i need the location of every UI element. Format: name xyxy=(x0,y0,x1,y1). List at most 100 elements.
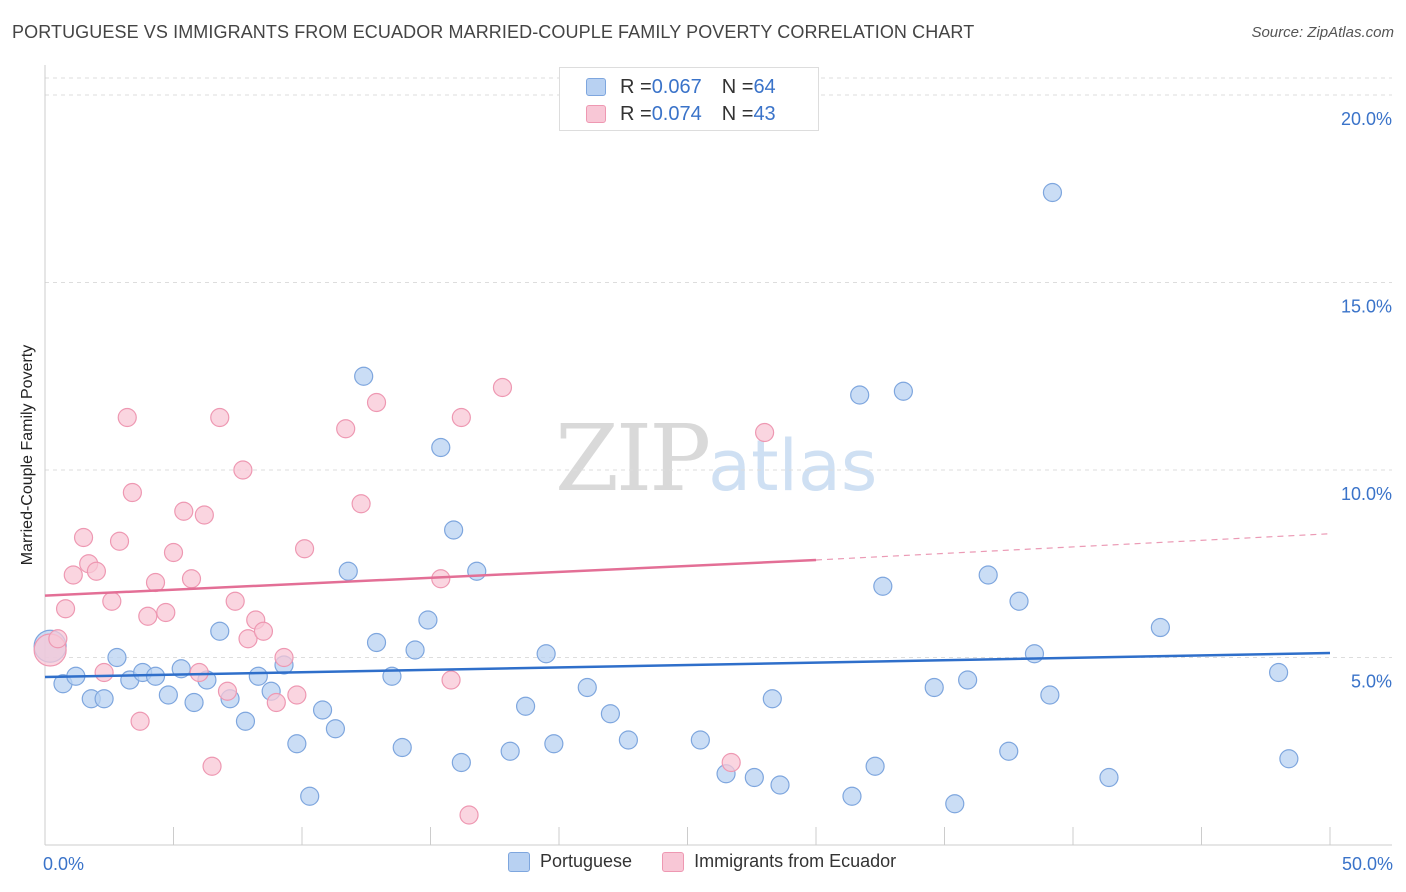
ecuador-point xyxy=(86,561,107,581)
series-legend: Portuguese Immigrants from Ecuador xyxy=(508,851,926,872)
portuguese-point xyxy=(762,689,782,709)
ecuador-point xyxy=(73,527,94,548)
portuguese-point xyxy=(842,786,862,806)
y-tick-label: 5.0% xyxy=(1351,672,1392,692)
portuguese-point xyxy=(1042,182,1063,203)
portuguese-point xyxy=(500,741,520,761)
ecuador-point xyxy=(238,629,258,649)
watermark-atlas: atlas xyxy=(708,425,878,507)
legend-item-portuguese: Portuguese xyxy=(508,851,632,872)
ecuador-point xyxy=(451,407,471,428)
legend-n-label: N = xyxy=(721,75,754,98)
portuguese-point xyxy=(600,704,621,724)
portuguese-point xyxy=(1009,591,1029,611)
watermark-zip: ZIP xyxy=(555,405,711,512)
legend-label-ecuador: Immigrants from Ecuador xyxy=(694,851,897,871)
ecuador-point xyxy=(102,591,122,611)
portuguese-point xyxy=(338,561,358,581)
ecuador-point xyxy=(225,591,245,611)
ecuador-point xyxy=(109,531,130,551)
stats-legend: R = 0.067 N = 64 R = 0.074 N = 43 xyxy=(559,67,819,131)
legend-n-label: N = xyxy=(721,102,754,125)
ecuador-point xyxy=(122,482,142,503)
portuguese-point xyxy=(312,700,333,720)
ecuador-point xyxy=(55,599,76,619)
ecuador-point xyxy=(459,805,479,825)
portuguese-point xyxy=(94,689,114,709)
y-tick-label: 15.0% xyxy=(1341,297,1392,317)
legend-swatch-pink xyxy=(662,851,685,872)
portuguese-point xyxy=(1268,662,1289,683)
portuguese-point xyxy=(354,366,374,386)
portuguese-point xyxy=(248,666,268,686)
portuguese-point xyxy=(515,696,536,716)
legend-label-portuguese: Portuguese xyxy=(540,851,633,871)
legend-r-label: R = xyxy=(620,102,652,125)
ecuador-point xyxy=(253,621,274,641)
ecuador-point xyxy=(217,681,238,701)
ecuador-point xyxy=(202,756,222,776)
portuguese-point xyxy=(577,677,597,698)
legend-swatch-pink xyxy=(586,105,606,123)
portuguese-point xyxy=(690,730,710,750)
source-label: Source: ZipAtlas.com xyxy=(1251,24,1394,41)
portuguese-point xyxy=(431,437,451,458)
legend-row-portuguese: R = 0.067 N = 64 xyxy=(586,75,776,99)
legend-item-ecuador: Immigrants from Ecuador xyxy=(662,851,896,872)
portuguese-trend-line xyxy=(44,651,1331,679)
ecuador-point xyxy=(721,752,741,773)
portuguese-point xyxy=(107,647,127,668)
ecuador-point xyxy=(181,569,202,589)
portuguese-point xyxy=(451,752,471,773)
ecuador-point xyxy=(441,670,461,690)
portuguese-point xyxy=(158,685,178,705)
ecuador-point xyxy=(117,407,137,428)
ecuador-point xyxy=(287,685,307,705)
ecuador-point xyxy=(274,647,294,668)
portuguese-point xyxy=(850,385,870,405)
ecuador-point xyxy=(145,572,166,593)
ecuador-point xyxy=(94,662,114,683)
legend-n-value: 64 xyxy=(753,75,776,98)
legend-n-value: 43 xyxy=(753,102,776,125)
portuguese-point xyxy=(536,644,556,664)
portuguese-point xyxy=(300,786,320,806)
legend-r-value: 0.074 xyxy=(651,102,702,125)
ecuador-point xyxy=(210,407,230,428)
portuguese-point xyxy=(184,692,204,713)
portuguese-point xyxy=(418,610,438,630)
portuguese-point xyxy=(893,381,913,401)
portuguese-point xyxy=(444,520,464,540)
ecuador-point xyxy=(63,565,83,585)
ecuador-point xyxy=(336,419,356,439)
ecuador-point xyxy=(294,539,315,559)
ecuador-point xyxy=(194,505,214,525)
watermark: ZIPatlas xyxy=(555,405,877,512)
portuguese-point xyxy=(287,734,307,754)
ecuador-point xyxy=(48,629,68,649)
portuguese-point xyxy=(999,741,1019,761)
x-tick-label: 50.0% xyxy=(1342,854,1393,874)
portuguese-point xyxy=(945,794,965,814)
portuguese-point xyxy=(366,632,387,653)
portuguese-point xyxy=(618,730,638,750)
portuguese-point xyxy=(873,576,893,596)
portuguese-point xyxy=(467,561,487,581)
ecuador-trend-line xyxy=(44,558,817,597)
legend-r-value: 0.067 xyxy=(651,75,702,98)
portuguese-point xyxy=(210,621,230,641)
y-tick-label: 10.0% xyxy=(1341,484,1392,504)
portuguese-point xyxy=(325,719,346,739)
portuguese-point xyxy=(235,711,256,731)
portuguese-point xyxy=(770,775,790,795)
portuguese-point xyxy=(865,756,885,776)
ecuador-point xyxy=(163,542,184,563)
ecuador-point xyxy=(233,460,253,480)
portuguese-point xyxy=(1279,749,1299,769)
ecuador-point xyxy=(366,392,387,413)
ecuador-point xyxy=(351,494,371,514)
ecuador-point xyxy=(130,711,150,731)
portuguese-point xyxy=(1150,617,1170,638)
ecuador-trend-extension xyxy=(815,533,1331,561)
